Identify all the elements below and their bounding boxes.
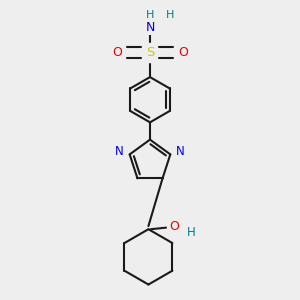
Text: H: H	[187, 226, 196, 239]
Text: N: N	[176, 146, 185, 158]
Text: N: N	[115, 146, 124, 158]
Text: O: O	[178, 46, 188, 59]
Text: H: H	[166, 10, 175, 20]
Text: N: N	[145, 21, 155, 34]
Text: H: H	[146, 10, 154, 20]
Text: S: S	[146, 46, 154, 59]
Text: O: O	[169, 220, 179, 233]
Text: O: O	[112, 46, 122, 59]
